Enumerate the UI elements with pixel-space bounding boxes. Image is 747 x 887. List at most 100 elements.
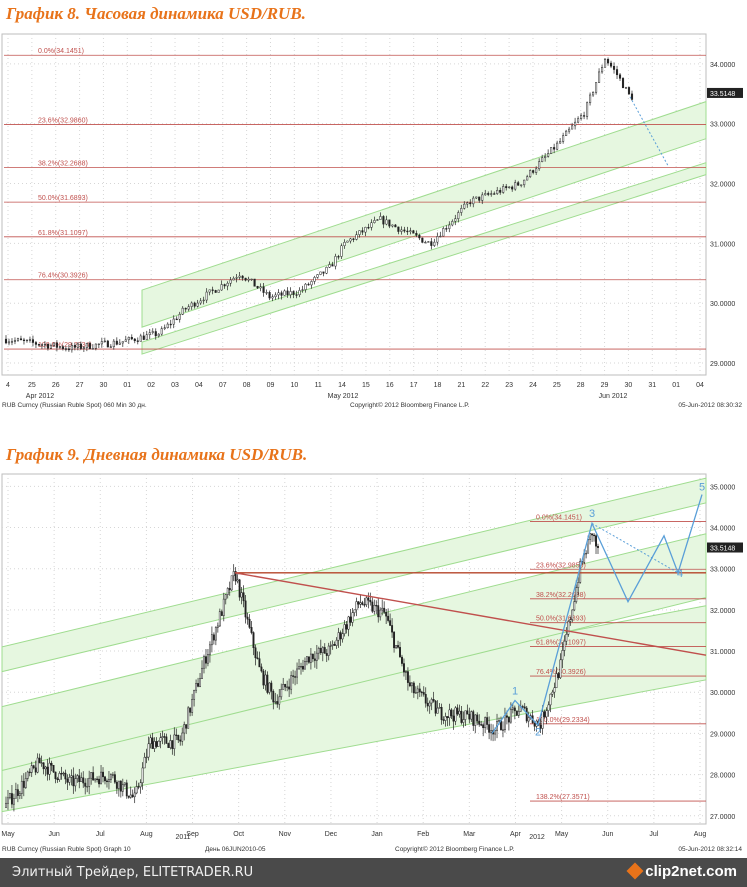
- x-tick-label: 16: [386, 382, 394, 389]
- candle-body: [409, 230, 412, 232]
- x-tick-label: 4: [6, 382, 10, 389]
- candle-body: [210, 634, 213, 646]
- candle-body: [165, 736, 168, 744]
- candle-body: [379, 609, 382, 618]
- candle-body: [127, 795, 130, 798]
- candle-body: [351, 612, 354, 623]
- candle-body: [526, 176, 529, 181]
- x-tick-label: Dec: [325, 831, 338, 838]
- candle-body: [427, 241, 430, 243]
- candle-body: [559, 659, 562, 679]
- candle-body: [514, 182, 517, 190]
- chart-timestamp: 05-Jun-2012 08:30:32: [678, 402, 742, 409]
- candle-body: [214, 627, 217, 641]
- candle-body: [555, 673, 558, 689]
- candle-body: [289, 291, 292, 296]
- candle-body: [503, 715, 506, 731]
- candle-body: [246, 616, 249, 620]
- candle-body: [615, 69, 619, 76]
- candle-body: [224, 594, 227, 600]
- candle-body: [432, 699, 435, 702]
- candle-body: [121, 784, 124, 792]
- candle-body: [352, 238, 355, 240]
- candle-body: [148, 332, 151, 335]
- candle-body: [533, 722, 536, 727]
- candle-body: [319, 271, 322, 275]
- candle-body: [589, 533, 592, 540]
- clip2net-logo[interactable]: clip2net.com: [626, 862, 737, 880]
- candle-body: [38, 757, 41, 764]
- candle-body: [283, 290, 286, 296]
- candle-body: [228, 588, 231, 591]
- candle-body: [256, 286, 259, 289]
- candle-body: [365, 597, 368, 605]
- candle-body: [406, 230, 409, 233]
- candle-body: [169, 740, 172, 748]
- candle-body: [523, 706, 526, 709]
- candle-body: [56, 778, 59, 780]
- candle-body: [64, 772, 67, 780]
- candle-body: [370, 222, 373, 228]
- candle-body: [311, 653, 314, 660]
- candle-body: [502, 186, 505, 193]
- candle-body: [426, 702, 429, 707]
- candle-body: [568, 128, 571, 132]
- candle-body: [391, 625, 394, 633]
- candle-body: [446, 716, 449, 718]
- candle-body: [160, 328, 163, 335]
- candle-body: [606, 59, 610, 64]
- candle-body: [7, 797, 9, 804]
- candle-body: [475, 196, 478, 199]
- month-label: Apr 2012: [26, 393, 55, 400]
- candle-body: [521, 706, 524, 708]
- candle-body: [278, 696, 281, 705]
- candle-body: [505, 186, 508, 189]
- x-tick-label: Feb: [417, 831, 429, 838]
- candle-body: [414, 692, 417, 694]
- candle-body: [103, 340, 106, 343]
- candle-body: [353, 609, 356, 613]
- candle-body: [597, 545, 599, 548]
- candle-body: [544, 156, 547, 158]
- x-tick-label: Nov: [279, 831, 292, 838]
- candle-body: [364, 226, 367, 233]
- candle-body: [295, 294, 298, 296]
- x-tick-label: 31: [648, 382, 656, 389]
- month-label: Jun 2012: [599, 393, 628, 400]
- candle-body: [481, 194, 484, 201]
- x-tick-label: 27: [76, 382, 84, 389]
- candle-body: [70, 344, 73, 351]
- candle-body: [187, 306, 190, 310]
- candle-body: [139, 782, 142, 788]
- candle-body: [133, 792, 136, 798]
- x-tick-label: Mar: [463, 831, 476, 838]
- candle-body: [274, 701, 277, 703]
- candle-body: [545, 710, 548, 718]
- candle-body: [79, 343, 82, 349]
- candle-body: [262, 286, 265, 293]
- candle-body: [412, 230, 415, 234]
- candle-body: [115, 781, 118, 789]
- candle-body: [13, 340, 17, 342]
- x-tick-label: 11: [315, 382, 322, 389]
- candle-body: [448, 709, 451, 718]
- candle-body: [507, 717, 510, 723]
- x-tick-label: Jul: [649, 831, 658, 838]
- candle-body: [28, 771, 31, 774]
- candle-body: [388, 219, 391, 227]
- candle-body: [600, 67, 604, 73]
- candle-body: [309, 653, 312, 663]
- candle-body: [199, 678, 201, 687]
- candle-body: [478, 720, 481, 725]
- candle-body: [91, 348, 94, 350]
- candle-body: [157, 740, 160, 747]
- candle-body: [571, 125, 574, 130]
- candle-body: [139, 335, 142, 342]
- candle-body: [78, 775, 81, 783]
- candle-body: [397, 645, 399, 648]
- candle-body: [377, 605, 380, 618]
- candle-body: [159, 737, 162, 742]
- candle-body: [337, 256, 340, 258]
- candle-body: [412, 682, 415, 694]
- wave-label: 2: [535, 726, 541, 738]
